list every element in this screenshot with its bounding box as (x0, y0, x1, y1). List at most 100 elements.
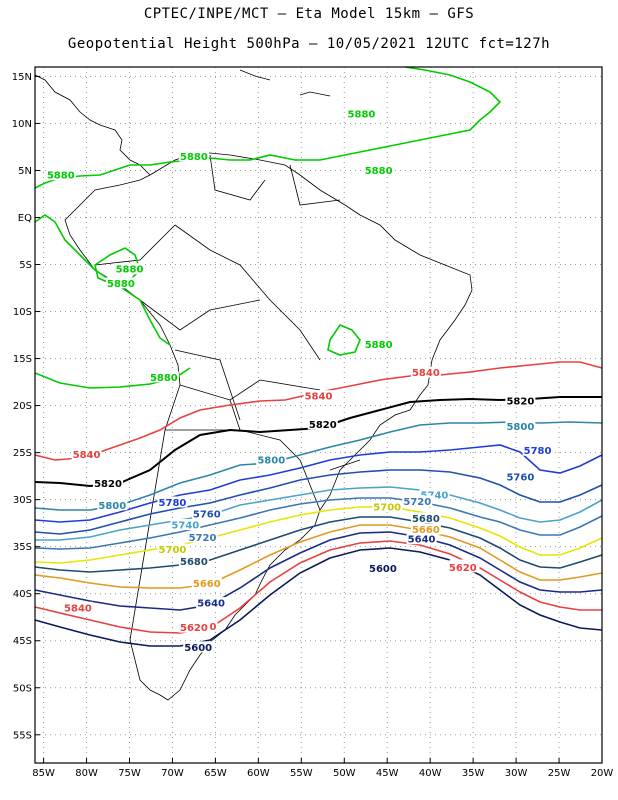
contour-label-5820: 5820 (94, 479, 122, 490)
lon-tick-label: 30W (505, 768, 528, 779)
contour-label-bg (410, 366, 441, 378)
longitude-axis: 85W 80W 75W 70W 65W 60W 55W 50W 45W 40W 35W 30W 25W 2… (32, 758, 613, 779)
contour-label-5840: 5840 (305, 392, 333, 403)
contour-label-5880: 5880 (180, 152, 208, 163)
contour-label-5880: 5880 (365, 340, 393, 351)
contour-label-bg (346, 108, 377, 120)
contour-label-5800: 5800 (506, 422, 534, 433)
contour-5760 (34, 469, 603, 535)
contour-label-5740: 5740 (421, 490, 449, 501)
lat-tick-label: 15N (12, 72, 32, 83)
contour-label-5800: 5800 (98, 501, 126, 512)
contour-label-bg (183, 641, 214, 653)
lat-tick-label: 30S (13, 495, 32, 506)
contour-label-bg (522, 444, 553, 456)
contour-label-bg (93, 477, 124, 489)
map-frame (35, 67, 602, 763)
contour-label-5780: 5780 (524, 446, 552, 457)
contour-5660 (34, 524, 603, 589)
lat-tick-label: 40S (13, 589, 32, 600)
contour-label-5880: 5880 (150, 373, 178, 384)
lon-tick-label: 40W (419, 768, 442, 779)
contour-label-bg (307, 418, 338, 430)
lat-tick-label: 55S (13, 730, 32, 741)
contour-label-bg (97, 499, 128, 511)
contour-label-bg (157, 543, 188, 555)
contour-label-5740: 5740 (171, 521, 199, 532)
lon-tick-label: 65W (204, 768, 227, 779)
contour-label-bg (178, 150, 209, 162)
contour-label-bg (187, 531, 218, 543)
map-title: CPTEC/INPE/MCT – Eta Model 15km – GFS (143, 6, 475, 22)
contour-label-5720: 5720 (403, 497, 431, 508)
contour-5880 (34, 66, 502, 189)
contour-label-5660: 5660 (412, 525, 440, 536)
contour-label-bg (363, 338, 394, 350)
contour-label-bg (256, 454, 287, 466)
contour-label-bg (505, 420, 536, 432)
contour-5720 (34, 497, 603, 550)
contour-5600 (34, 547, 603, 647)
contour-label-bg (45, 169, 76, 181)
contour-label-5820: 5820 (309, 420, 337, 431)
lon-tick-label: 25W (548, 768, 571, 779)
contour-label-bg (419, 488, 450, 500)
contour-label-bg (363, 164, 394, 176)
contour-label-bg (196, 597, 227, 609)
contour-label-bg (447, 561, 478, 573)
lon-tick-label: 55W (290, 768, 313, 779)
contour-label-5780: 5780 (159, 498, 187, 509)
contour-label-bg (191, 577, 222, 589)
contour-label-bg (410, 512, 441, 524)
contour-5740 (35, 486, 603, 541)
contour-label-5760: 5760 (193, 509, 221, 520)
contour-label-5840: 5840 (64, 603, 92, 614)
lon-tick-label: 20W (591, 768, 614, 779)
lon-tick-label: 70W (161, 768, 184, 779)
contour-5640 (34, 531, 603, 611)
contour-label-bg (170, 519, 201, 531)
contour-label-bg (406, 533, 437, 545)
contour-label-5660: 5660 (193, 579, 221, 590)
contour-label-bg (178, 555, 209, 567)
lon-tick-label: 80W (75, 768, 98, 779)
contour-5840 (34, 361, 603, 461)
latitude-axis: 15N 10N 5N EQ 5S 10S 15S 20S 25S 30S 35S 40S 45S 50S 5… (12, 72, 40, 741)
lat-tick-label: 25S (13, 448, 32, 459)
contour-label-5680: 5680 (412, 514, 440, 525)
contour-label-5760: 5760 (506, 473, 534, 484)
contour-label-bg (410, 523, 441, 535)
contour-label-bg (157, 496, 188, 508)
contour-label-bg (178, 621, 209, 633)
lat-tick-label: 20S (13, 401, 32, 412)
contour-label-bg (303, 390, 334, 402)
contour-labels: 5880 5880 5880 5880 5880 5880 5880 5880 5840 5840… (45, 108, 553, 654)
contour-label-5880: 5880 (47, 171, 75, 182)
contour-5780 (34, 444, 603, 523)
contour-label-5600: 5600 (184, 643, 212, 654)
contour-label-5840: 5840 (412, 368, 440, 379)
lon-tick-label: 60W (247, 768, 270, 779)
lon-tick-label: 35W (462, 768, 485, 779)
contour-label-5620: 5620 (449, 563, 477, 574)
contour-label-bg (114, 263, 145, 275)
map-subtitle: Geopotential Height 500hPa – 10/05/2021 … (67, 36, 551, 52)
contour-label-5640: 5640 (197, 599, 225, 610)
lat-tick-label: 10N (12, 119, 32, 130)
lat-tick-label: EQ (18, 213, 32, 224)
lat-tick-label: 35S (13, 542, 32, 553)
contour-5700 (34, 506, 603, 564)
contour-label-5700: 5700 (373, 503, 401, 514)
contour-label-bg (71, 448, 102, 460)
lat-tick-label: 5S (19, 260, 32, 271)
contour-5880 (34, 214, 171, 346)
lat-tick-label: 15S (13, 354, 32, 365)
lon-tick-label: 75W (118, 768, 141, 779)
contour-label-5640: 5640 (408, 535, 436, 546)
contour-label-bg (148, 371, 179, 383)
contour-label-bg (367, 562, 398, 574)
contour-label-5800: 5800 (257, 456, 285, 467)
lat-tick-label: 50S (13, 683, 32, 694)
contour-5620 (34, 540, 602, 634)
